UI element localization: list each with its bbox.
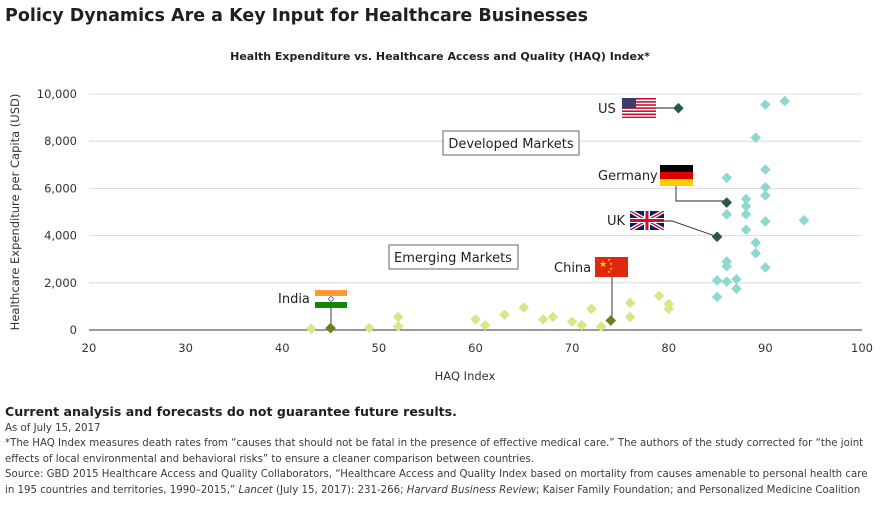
emerging-point	[576, 319, 588, 331]
chart-title: Health Expenditure vs. Healthcare Access…	[230, 50, 650, 63]
developed-point	[721, 276, 733, 287]
developed-point	[779, 95, 790, 107]
developed-point	[740, 200, 752, 212]
emerging-point	[470, 314, 481, 325]
source-note: Source: GBD 2015 Healthcare Access and Q…	[5, 469, 868, 496]
emerging-point	[392, 311, 404, 323]
china-point	[605, 315, 617, 326]
emerging-point	[595, 321, 607, 332]
y-tick-label: 8,000	[44, 134, 77, 148]
emerging-point	[663, 303, 675, 315]
germany-label: Germany	[598, 169, 658, 184]
x-axis-label: HAQ Index	[435, 369, 496, 383]
germany-callout-line	[675, 185, 729, 202]
emerging-point	[566, 316, 578, 328]
y-tick-label: 2,000	[44, 276, 77, 290]
developed-point	[750, 248, 762, 259]
scatter-plot: 0 2,000 4,000 6,000 8,000 10,000 20 30 40 50 60 70 8…	[8, 87, 873, 383]
emerging-point	[547, 311, 559, 323]
developed-point	[711, 275, 723, 286]
x-tick-label: 20	[82, 341, 97, 355]
emerging-point	[363, 322, 375, 334]
y-axis-label: Healthcare Expenditure per Capita (USD)	[8, 94, 22, 331]
germany-flag	[660, 165, 693, 186]
developed-point	[731, 273, 742, 285]
developed-point	[760, 262, 771, 273]
developed-point	[760, 216, 771, 227]
developed-point	[798, 214, 810, 226]
developed-point	[721, 260, 733, 272]
footnote: *The HAQ Index measures death rates from…	[5, 438, 864, 465]
india-point	[325, 322, 336, 334]
developed-point	[740, 193, 752, 205]
emerging-point	[479, 319, 491, 331]
page-title: Policy Dynamics Are a Key Input for Heal…	[5, 6, 589, 26]
developed-point	[760, 99, 771, 110]
as-of-date: As of July 15, 2017	[5, 423, 101, 434]
x-tick-label: 40	[275, 341, 290, 355]
uk-callout-line	[664, 220, 719, 238]
grid-lines	[89, 93, 862, 284]
emerging-point	[537, 314, 549, 325]
germany-point	[721, 197, 733, 208]
developed-point	[731, 283, 742, 294]
disclaimer: Current analysis and forecasts do not gu…	[5, 404, 457, 419]
india-flag	[315, 290, 347, 308]
emerging-point	[518, 302, 530, 313]
emerging-point	[499, 309, 510, 320]
svg-text:★: ★	[607, 269, 611, 274]
axes: 0 2,000 4,000 6,000 8,000 10,000 20 30 40 50 60 70 8…	[8, 87, 873, 383]
x-tick-label: 90	[758, 341, 773, 355]
y-tick-label: 4,000	[44, 229, 77, 243]
china-label: China	[554, 261, 591, 276]
us-flag	[622, 98, 656, 118]
developed-point	[711, 291, 723, 303]
svg-text:★: ★	[599, 260, 607, 270]
svg-text:Developed Markets: Developed Markets	[448, 137, 574, 152]
emerging-point	[624, 297, 636, 309]
highlighted-points	[325, 102, 733, 334]
svg-text:★: ★	[609, 261, 613, 266]
china-flag: ★ ★ ★ ★ ★	[595, 257, 628, 277]
x-tick-label: 70	[565, 341, 580, 355]
svg-text:Emerging Markets: Emerging Markets	[394, 251, 512, 266]
us-point	[673, 102, 684, 114]
x-tick-label: 30	[178, 341, 193, 355]
emerging-point	[586, 303, 597, 315]
uk-point	[711, 231, 723, 243]
developed-point	[740, 224, 752, 235]
uk-flag	[630, 211, 664, 230]
x-tick-label: 80	[661, 341, 676, 355]
emerging-point	[653, 290, 665, 302]
x-tick-label: 60	[468, 341, 483, 355]
uk-label: UK	[607, 214, 626, 229]
developed-point	[760, 164, 771, 175]
developed-point	[760, 181, 771, 193]
developed-point	[750, 132, 762, 143]
footer-notes: Current analysis and forecasts do not gu…	[5, 403, 875, 498]
emerging-point	[305, 323, 317, 335]
x-tick-label: 100	[851, 341, 873, 355]
x-tick-label: 50	[372, 341, 387, 355]
emerging-markets-label: Emerging Markets	[388, 244, 519, 270]
us-label: US	[598, 102, 616, 117]
y-tick-label: 6,000	[44, 181, 77, 195]
india-label: India	[278, 292, 310, 307]
developed-point	[740, 209, 752, 220]
developed-point	[760, 190, 771, 201]
data-points	[305, 95, 810, 335]
developed-point	[721, 209, 733, 220]
y-tick-label: 10,000	[37, 87, 77, 101]
emerging-point	[392, 321, 404, 332]
svg-text:★: ★	[609, 266, 613, 271]
developed-point	[750, 237, 762, 248]
y-tick-label: 0	[70, 323, 77, 337]
developed-markets-label: Developed Markets	[442, 130, 580, 156]
developed-point	[721, 172, 733, 184]
emerging-point	[624, 311, 636, 323]
svg-text:★: ★	[607, 257, 611, 262]
